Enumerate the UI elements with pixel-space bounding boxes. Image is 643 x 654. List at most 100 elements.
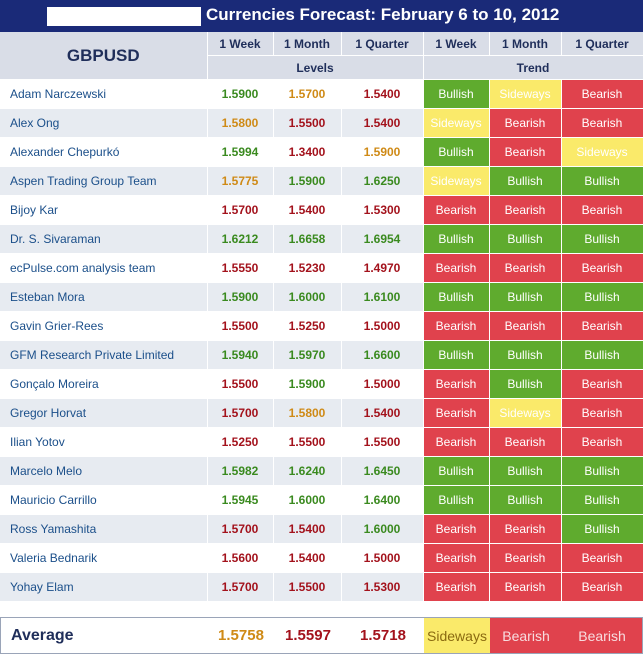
trend-quarter: Bearish xyxy=(561,195,643,225)
trend-month: Bearish xyxy=(489,572,562,602)
table-row: Adam Narczewski 1.5900 1.5700 1.5400 Bullish… xyxy=(0,79,643,109)
table-row: Marcelo Melo 1.5982 1.6240 1.6450 Bullish Bul… xyxy=(0,456,643,486)
trend-week: Bullish xyxy=(423,282,490,312)
level-quarter: 1.6100 xyxy=(341,282,424,312)
trend-quarter: Bullish xyxy=(561,340,643,370)
level-week: 1.5900 xyxy=(207,282,274,312)
trend-month: Bullish xyxy=(489,485,562,515)
analyst-name: Gregor Horvat xyxy=(0,398,208,428)
average-trend-month: Bearish xyxy=(490,618,562,653)
analyst-name: ecPulse.com analysis team xyxy=(0,253,208,283)
trend-week: Sideways xyxy=(423,166,490,196)
level-week: 1.5775 xyxy=(207,166,274,196)
trend-month: Sideways xyxy=(489,398,562,428)
forecast-table: GBPUSD 1 Week 1 Month 1 Quarter 1 Week 1… xyxy=(0,32,643,614)
table-row: Esteban Mora 1.5900 1.6000 1.6100 Bullish Bul… xyxy=(0,282,643,312)
table-row: Ilian Yotov 1.5250 1.5500 1.5500 Bearish Bear… xyxy=(0,427,643,457)
level-week: 1.6212 xyxy=(207,224,274,254)
table-row: ecPulse.com analysis team 1.5550 1.5230 1.4… xyxy=(0,253,643,283)
page-title: Currencies Forecast: February 6 to 10, 2… xyxy=(206,5,560,24)
trend-month: Bearish xyxy=(489,311,562,341)
level-quarter: 1.6450 xyxy=(341,456,424,486)
trend-header-month: 1 Month xyxy=(489,32,562,56)
currency-pair: GBPUSD xyxy=(0,32,208,80)
spacer-cell xyxy=(273,601,342,614)
trend-week: Bullish xyxy=(423,340,490,370)
analyst-name: Adam Narczewski xyxy=(0,79,208,109)
level-week: 1.5994 xyxy=(207,137,274,167)
level-quarter: 1.5900 xyxy=(341,137,424,167)
level-month: 1.5500 xyxy=(273,572,342,602)
level-month: 1.5400 xyxy=(273,543,342,573)
level-week: 1.5800 xyxy=(207,108,274,138)
forecast-rows: Adam Narczewski 1.5900 1.5700 1.5400 Bullish… xyxy=(0,79,643,614)
table-row: Bijoy Kar 1.5700 1.5400 1.5300 Bearish Bearis… xyxy=(0,195,643,225)
trend-week: Bullish xyxy=(423,456,490,486)
trend-week: Bearish xyxy=(423,311,490,341)
level-week: 1.5700 xyxy=(207,195,274,225)
level-quarter: 1.5400 xyxy=(341,108,424,138)
trend-quarter: Bullish xyxy=(561,282,643,312)
level-quarter: 1.5400 xyxy=(341,398,424,428)
trend-quarter: Bearish xyxy=(561,572,643,602)
analyst-name: Marcelo Melo xyxy=(0,456,208,486)
spacer-cell xyxy=(341,601,424,614)
spacer-cell xyxy=(561,601,643,614)
level-week: 1.5600 xyxy=(207,543,274,573)
analyst-name: Valeria Bednarik xyxy=(0,543,208,573)
level-quarter: 1.6400 xyxy=(341,485,424,515)
trend-quarter: Bullish xyxy=(561,485,643,515)
table-row: Alex Ong 1.5800 1.5500 1.5400 Sideways Bearis… xyxy=(0,108,643,138)
level-month: 1.5400 xyxy=(273,195,342,225)
trend-header-week: 1 Week xyxy=(423,32,490,56)
trend-quarter: Bearish xyxy=(561,543,643,573)
trend-week: Sideways xyxy=(423,108,490,138)
level-week: 1.5700 xyxy=(207,398,274,428)
table-row: Gavin Grier-Rees 1.5500 1.5250 1.5000 Bearis… xyxy=(0,311,643,341)
table-row: Ross Yamashita 1.5700 1.5400 1.6000 Bearish B… xyxy=(0,514,643,544)
trend-month: Bearish xyxy=(489,108,562,138)
trend-week: Bullish xyxy=(423,137,490,167)
table-row: Mauricio Carrillo 1.5945 1.6000 1.6400 Bulli… xyxy=(0,485,643,515)
analyst-name: Mauricio Carrillo xyxy=(0,485,208,515)
trend-month: Bullish xyxy=(489,369,562,399)
trend-header-quarter: 1 Quarter xyxy=(561,32,643,56)
level-quarter: 1.6250 xyxy=(341,166,424,196)
trend-week: Bearish xyxy=(423,369,490,399)
analyst-name: Yohay Elam xyxy=(0,572,208,602)
level-quarter: 1.5500 xyxy=(341,427,424,457)
level-quarter: 1.6954 xyxy=(341,224,424,254)
level-quarter: 1.4970 xyxy=(341,253,424,283)
average-level-quarter: 1.5718 xyxy=(360,627,406,644)
level-month: 1.5970 xyxy=(273,340,342,370)
trend-week: Bearish xyxy=(423,253,490,283)
trend-quarter: Bearish xyxy=(561,79,643,109)
trend-quarter: Bullish xyxy=(561,514,643,544)
trend-quarter: Bearish xyxy=(561,427,643,457)
levels-header-quarter: 1 Quarter xyxy=(341,32,424,56)
level-month: 1.5400 xyxy=(273,514,342,544)
spacer-cell xyxy=(423,601,490,614)
level-week: 1.5700 xyxy=(207,514,274,544)
trend-week: Bullish xyxy=(423,79,490,109)
spacer-row xyxy=(0,601,643,614)
trend-month: Bearish xyxy=(489,195,562,225)
level-month: 1.5900 xyxy=(273,369,342,399)
level-month: 1.5700 xyxy=(273,79,342,109)
level-quarter: 1.5300 xyxy=(341,572,424,602)
levels-header-month: 1 Month xyxy=(273,32,342,56)
analyst-name: Dr. S. Sivaraman xyxy=(0,224,208,254)
level-week: 1.5945 xyxy=(207,485,274,515)
levels-header-week: 1 Week xyxy=(207,32,274,56)
level-week: 1.5900 xyxy=(207,79,274,109)
trend-group-header: Trend xyxy=(423,55,643,80)
level-week: 1.5500 xyxy=(207,311,274,341)
trend-week: Bearish xyxy=(423,514,490,544)
trend-quarter: Bearish xyxy=(561,253,643,283)
trend-month: Bullish xyxy=(489,340,562,370)
analyst-name: Gavin Grier-Rees xyxy=(0,311,208,341)
trend-quarter: Bullish xyxy=(561,166,643,196)
level-quarter: 1.5300 xyxy=(341,195,424,225)
trend-month: Bullish xyxy=(489,224,562,254)
